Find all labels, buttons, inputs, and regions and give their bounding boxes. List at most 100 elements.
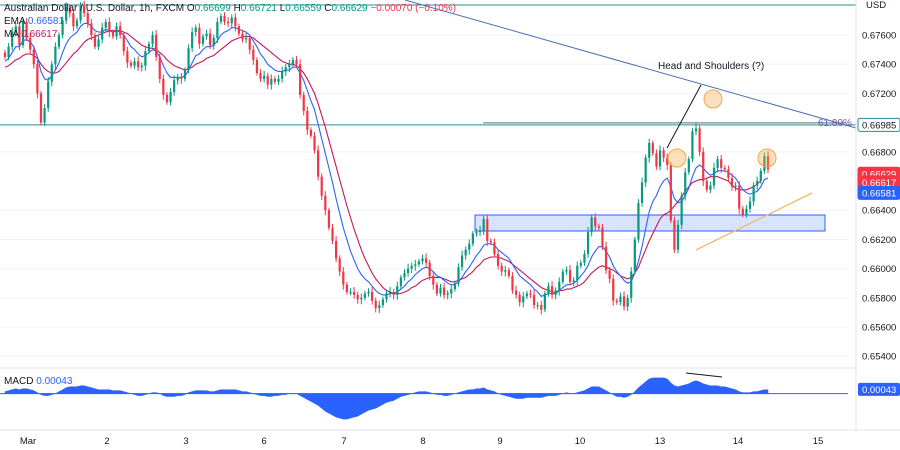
candle-body	[299, 64, 302, 95]
candle-body	[223, 16, 226, 22]
price-badge-label: 0.66985	[862, 120, 896, 131]
candle-body	[345, 284, 349, 292]
candle-body	[396, 286, 399, 295]
candle-body	[277, 78, 280, 82]
candle-body	[57, 35, 61, 47]
time-tick-label: 15	[813, 436, 824, 447]
candle-body	[450, 289, 453, 294]
candle-body	[61, 20, 64, 36]
candle-body	[219, 16, 223, 22]
candle-body	[381, 299, 385, 306]
price-tick-label: 0.67200	[862, 89, 896, 100]
left-shoulder-marker	[667, 148, 687, 168]
candle-body	[648, 143, 651, 158]
candle-body	[684, 172, 687, 196]
candle-body	[568, 270, 572, 282]
price-tick-label: 0.65400	[862, 352, 896, 363]
candle-body	[590, 217, 593, 233]
candle-body	[619, 296, 622, 303]
candle-body	[482, 219, 485, 231]
candle-body	[342, 271, 345, 285]
candle-body	[147, 43, 151, 52]
overlay	[667, 89, 777, 168]
candle-body	[284, 67, 287, 72]
candle-body	[666, 157, 669, 165]
candle-body	[335, 240, 338, 259]
candle-body	[432, 275, 435, 285]
candle-body	[21, 21, 25, 46]
candle-body	[68, 7, 71, 14]
candle-body	[550, 286, 554, 295]
candle-body	[612, 278, 615, 301]
candle-body	[151, 35, 154, 44]
candle-body	[75, 20, 79, 27]
price-tick-label: 0.66800	[862, 147, 896, 158]
candle-body	[263, 75, 266, 79]
support-trendline	[695, 192, 813, 251]
candle-body	[331, 227, 334, 241]
time-tick-label: 2	[104, 436, 109, 447]
candle-body	[7, 46, 10, 57]
candle-body	[720, 159, 723, 168]
candle-body	[43, 108, 46, 123]
candle-body	[709, 185, 712, 190]
price-badge-label: 0.66629	[862, 169, 896, 180]
macd-value: 0.00043	[36, 376, 73, 387]
pattern-pointer-line	[666, 84, 702, 149]
candle-body	[119, 26, 122, 36]
candle-body	[281, 71, 284, 79]
candle-body	[273, 78, 277, 82]
candle-body	[705, 181, 708, 190]
price-badge-label: 0.66617	[862, 178, 896, 189]
candle-body	[352, 292, 356, 295]
candle-body	[25, 21, 28, 38]
time-tick-label: 3	[183, 436, 188, 447]
candle-body	[496, 254, 500, 266]
lines-layer	[0, 0, 857, 298]
candle-body	[234, 17, 237, 27]
open-label: O	[186, 3, 195, 14]
price-tick-label: 0.65600	[862, 323, 896, 334]
candle-body	[630, 271, 633, 298]
candle-body	[187, 48, 190, 71]
candle-body	[741, 208, 744, 215]
support-zone	[474, 214, 826, 232]
candle-body	[439, 287, 442, 294]
candle-body	[248, 37, 251, 50]
high-label: H	[233, 3, 241, 14]
candle-body	[464, 249, 467, 256]
candle-body	[738, 185, 741, 209]
candle-body	[428, 262, 431, 276]
time-tick-label: 13	[655, 436, 666, 447]
macd-label: MACD	[4, 376, 34, 387]
candle-body	[424, 258, 428, 263]
candle-body	[759, 170, 762, 182]
currency-label: USD	[866, 0, 886, 11]
candle-body	[245, 37, 248, 40]
zone-layer	[474, 214, 826, 232]
candle-body	[18, 26, 21, 46]
candle-body	[446, 293, 449, 295]
macd-badge	[858, 382, 900, 396]
candle-body	[129, 62, 133, 66]
candle-body	[230, 17, 233, 24]
price-tick-label: 0.65800	[862, 293, 896, 304]
candle-body	[522, 296, 525, 303]
candle-body	[756, 181, 759, 186]
candle-body	[11, 32, 14, 47]
candle-body	[288, 64, 291, 68]
close-value: 0.66629	[331, 3, 368, 14]
candle-body	[144, 51, 147, 66]
candle-body	[140, 65, 143, 68]
candle-body	[622, 296, 626, 307]
candle-body	[478, 230, 482, 233]
candle-body	[209, 33, 212, 46]
candle-body	[306, 110, 309, 130]
time-tick-label: 7	[341, 436, 346, 447]
close-label: C	[324, 3, 332, 14]
candle-body	[32, 49, 35, 65]
candle-body	[518, 294, 521, 303]
candle-body	[385, 293, 388, 300]
price-badge	[857, 117, 900, 132]
